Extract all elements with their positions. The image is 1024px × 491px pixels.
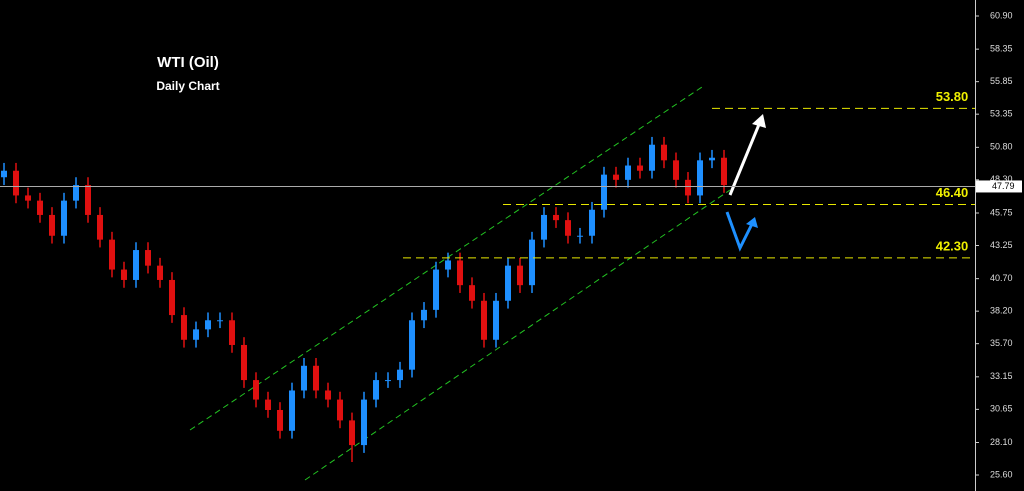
candle-body [1, 170, 7, 178]
candle-body [85, 185, 91, 215]
candle-body [709, 157, 715, 161]
candle-body [697, 160, 703, 196]
candle-body [601, 174, 607, 210]
candle-body [577, 235, 583, 237]
channel-lower [304, 189, 731, 481]
plot [1, 136, 727, 463]
y-tick-label: 48.30 [990, 174, 1013, 184]
candle-body [13, 170, 19, 196]
candle-body [553, 214, 559, 221]
level-label: 46.40 [936, 185, 969, 200]
candle-body [685, 179, 691, 196]
y-tick-label: 50.80 [990, 142, 1013, 152]
candle-body [721, 157, 727, 186]
y-tick-label: 58.35 [990, 44, 1013, 54]
y-tick-label: 35.70 [990, 338, 1013, 348]
candle-body [433, 269, 439, 310]
arrow-up [728, 114, 766, 196]
candle-body [661, 144, 667, 161]
y-tick-label: 53.35 [990, 109, 1013, 119]
candle-body [133, 250, 139, 280]
candle-body [313, 365, 319, 391]
candle-body [25, 195, 31, 201]
candle-body [637, 165, 643, 171]
y-tick-label: 40.70 [990, 273, 1013, 283]
candle-body [349, 420, 355, 446]
candle-body [121, 269, 127, 280]
candle-body [337, 399, 343, 421]
candle-body [517, 265, 523, 286]
candle-body [217, 320, 223, 322]
candle-body [409, 320, 415, 370]
candle-body [589, 209, 595, 236]
candle-body [61, 200, 67, 236]
y-tick-label: 45.75 [990, 207, 1013, 217]
chart-subtitle: Daily Chart [156, 79, 219, 93]
candle-body [109, 239, 115, 270]
y-tick-label: 25.60 [990, 469, 1013, 479]
candle-body [505, 265, 511, 301]
candle-body [49, 214, 55, 236]
candle-body [481, 300, 487, 340]
candle-body [301, 365, 307, 391]
candle-body [145, 250, 151, 266]
chart-title: WTI (Oil) [157, 54, 219, 71]
channel-upper [189, 84, 706, 431]
level-label: 42.30 [936, 238, 969, 253]
candle-body [613, 174, 619, 180]
current-price-label: 47.79 [992, 181, 1015, 191]
candle-body [673, 160, 679, 180]
candle-body [565, 220, 571, 236]
candle-body [397, 369, 403, 381]
candle-body [37, 200, 43, 215]
candle-body [325, 390, 331, 400]
y-tick-label: 60.90 [990, 10, 1013, 20]
candle-body [469, 285, 475, 301]
y-tick-label: 55.85 [990, 76, 1013, 86]
candle-body [529, 239, 535, 286]
candle-body [457, 260, 463, 286]
candle-body [97, 214, 103, 240]
candle-body [229, 320, 235, 345]
candle-body [181, 315, 187, 340]
y-tick-label: 43.25 [990, 240, 1013, 250]
candle-body [649, 144, 655, 171]
candle-body [289, 390, 295, 431]
candle-body [157, 265, 163, 280]
y-tick-label: 38.20 [990, 306, 1013, 316]
candle-body [445, 260, 451, 270]
candle-body [253, 380, 259, 400]
arrow-bounce [725, 211, 758, 252]
candle-body [241, 344, 247, 381]
candle-body [385, 380, 391, 382]
candle-body [625, 165, 631, 180]
candle-body [361, 399, 367, 446]
y-tick-label: 28.10 [990, 437, 1013, 447]
candle-body [277, 409, 283, 431]
candle-body [265, 399, 271, 410]
candle-body [73, 185, 79, 201]
candle-body [193, 329, 199, 340]
candle-body [169, 279, 175, 316]
candle-body [373, 380, 379, 400]
candle-body [205, 320, 211, 330]
candle-body [421, 309, 427, 321]
level-label: 53.80 [936, 89, 969, 104]
current-price-box [976, 180, 1022, 193]
y-tick-label: 33.15 [990, 371, 1013, 381]
y-tick-label: 30.65 [990, 404, 1013, 414]
candle-body [493, 300, 499, 340]
candle-body [541, 214, 547, 240]
